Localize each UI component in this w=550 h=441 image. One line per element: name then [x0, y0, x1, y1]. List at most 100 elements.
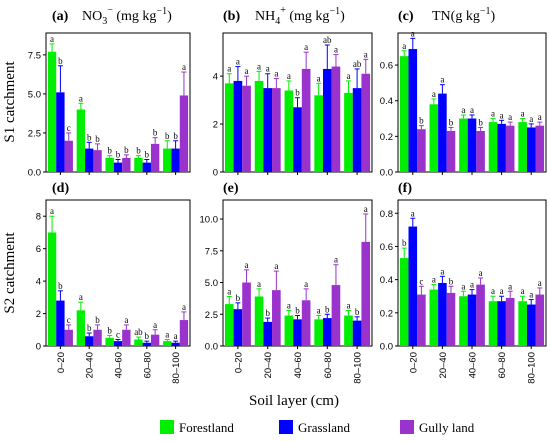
bar-grassland — [142, 162, 151, 172]
significance-letter: c — [419, 276, 423, 286]
bar-grassland — [56, 300, 65, 346]
significance-letter: a — [274, 69, 278, 79]
bar-grassland — [171, 342, 180, 346]
significance-letter: b — [402, 238, 407, 248]
significance-letter: b — [295, 88, 300, 98]
significance-letter: a — [411, 208, 415, 218]
y-tick-label: 10.0 — [200, 215, 219, 226]
bar-gully-land — [476, 131, 485, 172]
bar-forestland — [518, 122, 527, 172]
significance-letter: a — [529, 114, 533, 124]
y-tick-label: 2 — [36, 309, 41, 320]
x-tick-label: 20–40 — [263, 352, 274, 378]
bar-gully-land — [242, 282, 251, 346]
bar-forestland — [314, 319, 323, 346]
bar-gully-land — [361, 241, 371, 346]
significance-letter: c — [67, 315, 71, 325]
significance-letter: ab — [353, 59, 362, 69]
bar-gully-land — [417, 294, 426, 346]
significance-letter: b — [153, 128, 158, 138]
bar-grassland — [233, 309, 243, 346]
significance-letter: a — [182, 62, 186, 72]
bar-grassland — [497, 123, 506, 172]
bar-forestland — [105, 337, 114, 346]
significance-letter: b — [124, 145, 129, 155]
title-part: TN(g kg — [432, 9, 480, 24]
bar-gully-land — [301, 68, 311, 172]
bar-grassland — [263, 88, 273, 172]
bar-grassland — [233, 80, 243, 172]
bar-gully-land — [331, 285, 341, 346]
significance-letter: a — [432, 275, 436, 285]
bar-forestland — [284, 315, 294, 346]
significance-letter: a — [440, 75, 444, 85]
significance-letter: b — [295, 306, 300, 316]
panel-letter: (d) — [52, 181, 69, 196]
significance-letter: b — [136, 146, 141, 156]
bar-gully-land — [331, 66, 341, 172]
bar-forestland — [429, 289, 439, 346]
significance-letter: a — [274, 261, 278, 271]
significance-letter: a — [174, 331, 178, 341]
significance-letter: a — [227, 64, 231, 74]
significance-letter: a — [317, 306, 321, 316]
title-part: (mg kg — [286, 9, 330, 24]
bar-gully-land — [505, 297, 515, 346]
panel-letter: (e) — [223, 181, 239, 196]
title-part: + — [280, 5, 286, 16]
significance-letter: a — [245, 260, 249, 270]
y-tick-label: 6 — [36, 244, 41, 255]
x-axis-label: Soil layer (cm) — [249, 393, 339, 409]
x-tick-label: 80–100 — [527, 352, 538, 384]
title-part: − — [107, 5, 113, 16]
x-tick-label: 40–60 — [114, 352, 125, 378]
significance-letter: b — [145, 150, 150, 160]
significance-letter: b — [236, 293, 241, 303]
significance-letter: a — [521, 286, 525, 296]
significance-letter: a — [470, 280, 474, 290]
significance-letter: a — [364, 49, 368, 59]
significance-letter: a — [304, 279, 308, 289]
bar-grassland — [438, 282, 447, 346]
significance-letter: a — [346, 300, 350, 310]
x-tick-label: 80–100 — [353, 352, 364, 384]
significance-letter: a — [236, 57, 240, 67]
panel-title: NH4+ (mg kg−1) — [255, 5, 345, 27]
significance-letter: b — [95, 315, 100, 325]
bar-grassland — [263, 321, 273, 346]
legend: Forestland Grassland Gully land — [160, 420, 475, 435]
significance-letter: a — [529, 290, 533, 300]
y-tick-label: 0.4 — [380, 96, 393, 107]
bar-grassland — [293, 319, 302, 346]
significance-letter: a — [461, 281, 465, 291]
significance-letter: a — [317, 73, 321, 83]
bar-grassland — [322, 318, 332, 346]
significance-letter: a — [470, 105, 474, 115]
title-part: −1 — [480, 6, 491, 17]
significance-letter: c — [67, 123, 71, 133]
significance-letter: a — [334, 255, 338, 265]
significance-letter: a — [245, 66, 249, 76]
legend-swatch — [400, 420, 414, 434]
bar-gully-land — [179, 320, 189, 346]
y-tick-label: 0.8 — [380, 209, 393, 220]
significance-letter: a — [508, 112, 512, 122]
bar-forestland — [488, 301, 498, 346]
bar-grassland — [408, 226, 418, 346]
y-tick-label: 0.2 — [380, 132, 393, 143]
significance-letter: a — [364, 204, 368, 214]
significance-letter: b — [116, 150, 121, 160]
bar-gully-land — [122, 157, 131, 172]
bar-gully-land — [446, 292, 456, 346]
y-tick-label: 4 — [213, 72, 218, 83]
bar-forestland — [459, 296, 468, 346]
bar-grassland — [352, 320, 362, 346]
bar-forestland — [254, 296, 264, 346]
bar-forestland — [284, 90, 294, 172]
significance-letter: b — [355, 307, 360, 317]
bar-forestland — [254, 80, 264, 172]
bar-gully-land — [150, 143, 160, 172]
